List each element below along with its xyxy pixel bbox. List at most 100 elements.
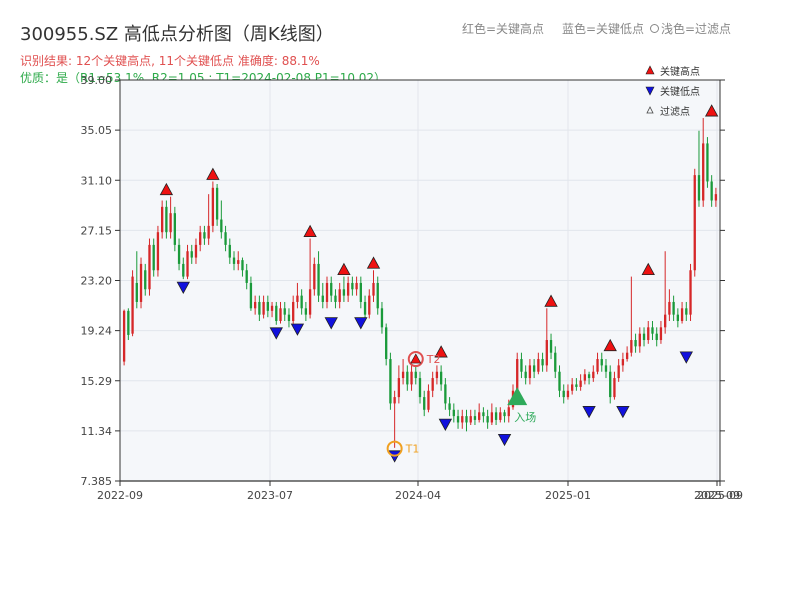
candle-body: [355, 282, 358, 290]
candle-body: [363, 301, 367, 315]
candle-body: [203, 232, 206, 239]
key-high-marker: [434, 345, 448, 358]
candle-body: [545, 340, 548, 366]
candle-body: [330, 282, 333, 296]
candle-body: [287, 314, 291, 321]
candle-body: [710, 181, 713, 201]
candle-body: [507, 407, 510, 417]
candle-body: [389, 359, 392, 404]
candle-body: [676, 314, 680, 321]
candle-body: [410, 371, 413, 385]
candle-body: [634, 340, 637, 347]
candle-body: [304, 308, 308, 315]
key-low-marker: [290, 323, 305, 336]
legend-high-icon: [645, 65, 655, 75]
key-high-marker: [704, 104, 719, 117]
key-high-marker: [366, 256, 381, 269]
x-tick-label: 2023-07: [247, 489, 293, 502]
candle-body: [642, 333, 646, 341]
t2-marker: [407, 351, 424, 368]
x-tick-label: 2025-09: [694, 489, 740, 502]
candle-body: [562, 390, 565, 398]
candle-body: [199, 232, 202, 245]
candle-body: [207, 225, 210, 239]
legend-filtered-icon: [646, 106, 654, 114]
candle-body: [182, 263, 185, 277]
candle-body: [127, 310, 130, 335]
candle-body: [655, 333, 658, 341]
candle-body: [621, 359, 625, 366]
chart-title: 300955.SZ 高低点分析图（周K线图）: [20, 24, 334, 45]
candle-body: [275, 305, 278, 321]
candle-body: [528, 365, 532, 379]
candle-body: [693, 175, 696, 271]
candle-body: [651, 327, 654, 334]
legend-filtered-label: 过滤点: [660, 105, 690, 118]
legend-low-icon: [645, 86, 655, 96]
candle-body: [583, 374, 587, 381]
candle-body: [279, 308, 282, 321]
candle-body: [461, 416, 464, 423]
candle-body: [148, 244, 151, 290]
candle-body: [625, 352, 629, 360]
candle-body: [668, 301, 671, 315]
candle-body: [313, 263, 316, 290]
candle-body: [689, 270, 692, 315]
candle-body: [173, 213, 176, 245]
candle-body: [647, 327, 650, 341]
candle-body: [262, 301, 265, 315]
candle-body: [706, 143, 709, 182]
candle-body: [156, 232, 160, 271]
light-dot-icon: [650, 24, 659, 33]
y-tick-label: 23.20: [81, 275, 113, 288]
candle-body: [592, 371, 595, 379]
x-tick-label: 2025-01: [545, 489, 591, 502]
y-tick-label: 39.00: [81, 74, 113, 87]
t1-marker: [386, 440, 403, 457]
key-high-marker: [337, 262, 351, 275]
candle-body: [516, 359, 519, 391]
candle-body: [558, 371, 561, 391]
key-high-marker: [159, 182, 174, 196]
candle-body: [685, 308, 688, 315]
key-low-marker: [269, 327, 283, 340]
candle-body: [520, 359, 523, 372]
candle-body: [664, 314, 667, 328]
candle-body: [532, 365, 536, 372]
candle-body: [604, 365, 608, 372]
candle-body: [566, 390, 570, 398]
candle-body: [697, 175, 701, 201]
y-tick-label: 11.34: [81, 425, 113, 438]
candle-body: [237, 260, 240, 264]
candle-body: [473, 416, 477, 420]
candle-body: [401, 371, 405, 379]
candle-body: [609, 371, 612, 398]
candle-body: [376, 282, 379, 309]
candle-body: [338, 289, 341, 302]
candle-body: [638, 333, 641, 347]
header-legend-light-text: 浅色=过滤点: [661, 22, 732, 36]
candle-body: [308, 289, 312, 315]
candle-body: [414, 371, 417, 379]
key-high-marker: [641, 262, 655, 275]
candle-body: [139, 263, 143, 302]
candle-body: [571, 384, 574, 391]
y-tick-label: 31.10: [81, 174, 113, 187]
candle-body: [456, 416, 460, 423]
candle-body: [503, 412, 506, 417]
candle-body: [427, 390, 430, 410]
candle-body: [224, 232, 227, 245]
candle-body: [325, 282, 329, 302]
candle-body: [659, 327, 663, 341]
candle-body: [359, 282, 362, 302]
candle-body: [372, 282, 375, 296]
candle-body: [499, 412, 502, 420]
candle-body: [215, 187, 219, 220]
candle-body: [165, 206, 168, 233]
key-low-marker: [616, 406, 630, 419]
candle-body: [541, 359, 544, 366]
y-tick-label: 35.05: [81, 124, 113, 137]
candle-body: [435, 371, 439, 379]
candle-body: [186, 251, 189, 277]
